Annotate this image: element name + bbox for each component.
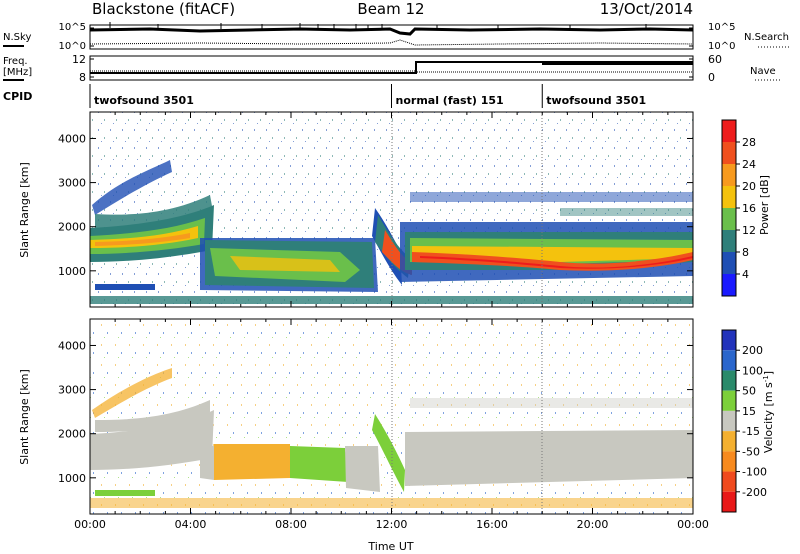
y-tick-label: 3000 (58, 177, 86, 190)
freq-tick-top: 12 (72, 53, 86, 66)
cpid-segment-label: twofsound 3501 (546, 94, 646, 107)
date-title: 13/Oct/2014 (600, 0, 693, 18)
y-tick-label: 2000 (58, 428, 86, 441)
beam-title: Beam 12 (357, 0, 424, 18)
cpid-segment-label: normal (fast) 151 (396, 94, 504, 107)
x-tick-label: 00:00 (74, 518, 106, 531)
time-xlabel: Time UT (367, 540, 413, 553)
nave-tick-bottom: 0 (708, 71, 715, 84)
colorbar-tick-label: -50 (742, 445, 760, 458)
colorbar-bin (722, 164, 736, 186)
count-tick-right-bottom: 10^0 (708, 41, 735, 52)
y-tick-label: 3000 (58, 384, 86, 397)
power-panel: 1000 2000 3000 4000 (58, 111, 694, 308)
colorbar-bin (722, 370, 736, 391)
colorbar-bin (722, 186, 736, 208)
colorbar-bin (722, 491, 736, 512)
count-tick-right-top: 10^5 (708, 22, 735, 33)
colorbar-bin (722, 350, 736, 371)
colorbar-tick-label: 100 (742, 364, 763, 377)
velocity-ylabel: Slant Range [km] (18, 369, 31, 465)
colorbar-tick-label: 24 (742, 158, 756, 171)
colorbar-bin (722, 142, 736, 164)
colorbar-tick-label: 20 (742, 180, 756, 193)
x-tick-label: 04:00 (175, 518, 207, 531)
colorbar-tick-label: 200 (742, 344, 763, 357)
colorbar-tick-label: -15 (742, 425, 760, 438)
y-tick-label: 1000 (58, 265, 86, 278)
colorbar-bin (722, 410, 736, 432)
power-scatter-image (90, 112, 693, 307)
colorbar-bin (722, 208, 736, 230)
count-panel (89, 22, 694, 50)
x-tick-label: 12:00 (376, 518, 408, 531)
colorbar-bin (722, 230, 736, 252)
x-tick-label: 16:00 (476, 518, 508, 531)
x-tick-label: 08:00 (275, 518, 307, 531)
colorbar-bin (722, 120, 736, 142)
colorbar-bin (722, 451, 736, 472)
power-colorbar-label: Power [dB] (758, 175, 771, 235)
colorbar-tick-label: 28 (742, 136, 756, 149)
radar-title: Blackstone (fitACF) (92, 0, 235, 18)
freq-panel (89, 55, 694, 81)
cpid-segment-label: twofsound 3501 (94, 94, 194, 107)
colorbar-bin (722, 471, 736, 492)
cpid-row: twofsound 3501 normal (fast) 151 twofsound… (89, 84, 646, 108)
colorbar-tick-label: 50 (742, 385, 756, 398)
power-colorbar: 28 24 20 16 12 8 4 (721, 119, 756, 297)
y-tick-label: 1000 (58, 472, 86, 485)
colorbar-bin (722, 390, 736, 411)
nave-tick-top: 60 (708, 53, 722, 66)
colorbar-bin (722, 274, 736, 296)
power-ylabel: Slant Range [km] (18, 162, 31, 258)
colorbar-tick-label: 16 (742, 202, 756, 215)
velocity-colorbar: 200 100 50 15 -15 -50 -100 -200 (721, 329, 767, 513)
colorbar-tick-label: 4 (742, 268, 749, 281)
nsearch-label: N.Search (744, 32, 789, 43)
nsky-label: N.Sky (3, 32, 31, 43)
velocity-colorbar-label: Velocity [m s-1] (762, 371, 775, 453)
colorbar-tick-label: -200 (742, 486, 767, 499)
colorbar-bin (722, 330, 736, 351)
nave-label: Nave (750, 66, 776, 77)
count-tick-left-top: 10^5 (59, 22, 86, 33)
colorbar-tick-label: 8 (742, 246, 749, 259)
cpid-label: CPID (3, 90, 32, 103)
x-tick-label: 20:00 (577, 518, 609, 531)
colorbar-bin (722, 252, 736, 274)
colorbar-bin (722, 431, 736, 452)
freq-label-1: Freq. (3, 56, 28, 67)
velocity-panel: 1000 2000 3000 4000 00:00 04:00 08:00 12:00 16:0… (58, 318, 709, 531)
colorbar-tick-label: 15 (742, 405, 756, 418)
freq-tick-bottom: 8 (79, 71, 86, 84)
colorbar-frame (721, 329, 737, 513)
y-tick-label: 4000 (58, 132, 86, 145)
freq-label-2: [MHz] (3, 67, 32, 78)
x-tick-label: 00:00 (677, 518, 709, 531)
y-tick-label: 2000 (58, 221, 86, 234)
count-tick-left-bottom: 10^0 (59, 41, 86, 52)
y-tick-label: 4000 (58, 339, 86, 352)
colorbar-tick-label: -100 (742, 466, 767, 479)
colorbar-tick-label: 12 (742, 224, 756, 237)
